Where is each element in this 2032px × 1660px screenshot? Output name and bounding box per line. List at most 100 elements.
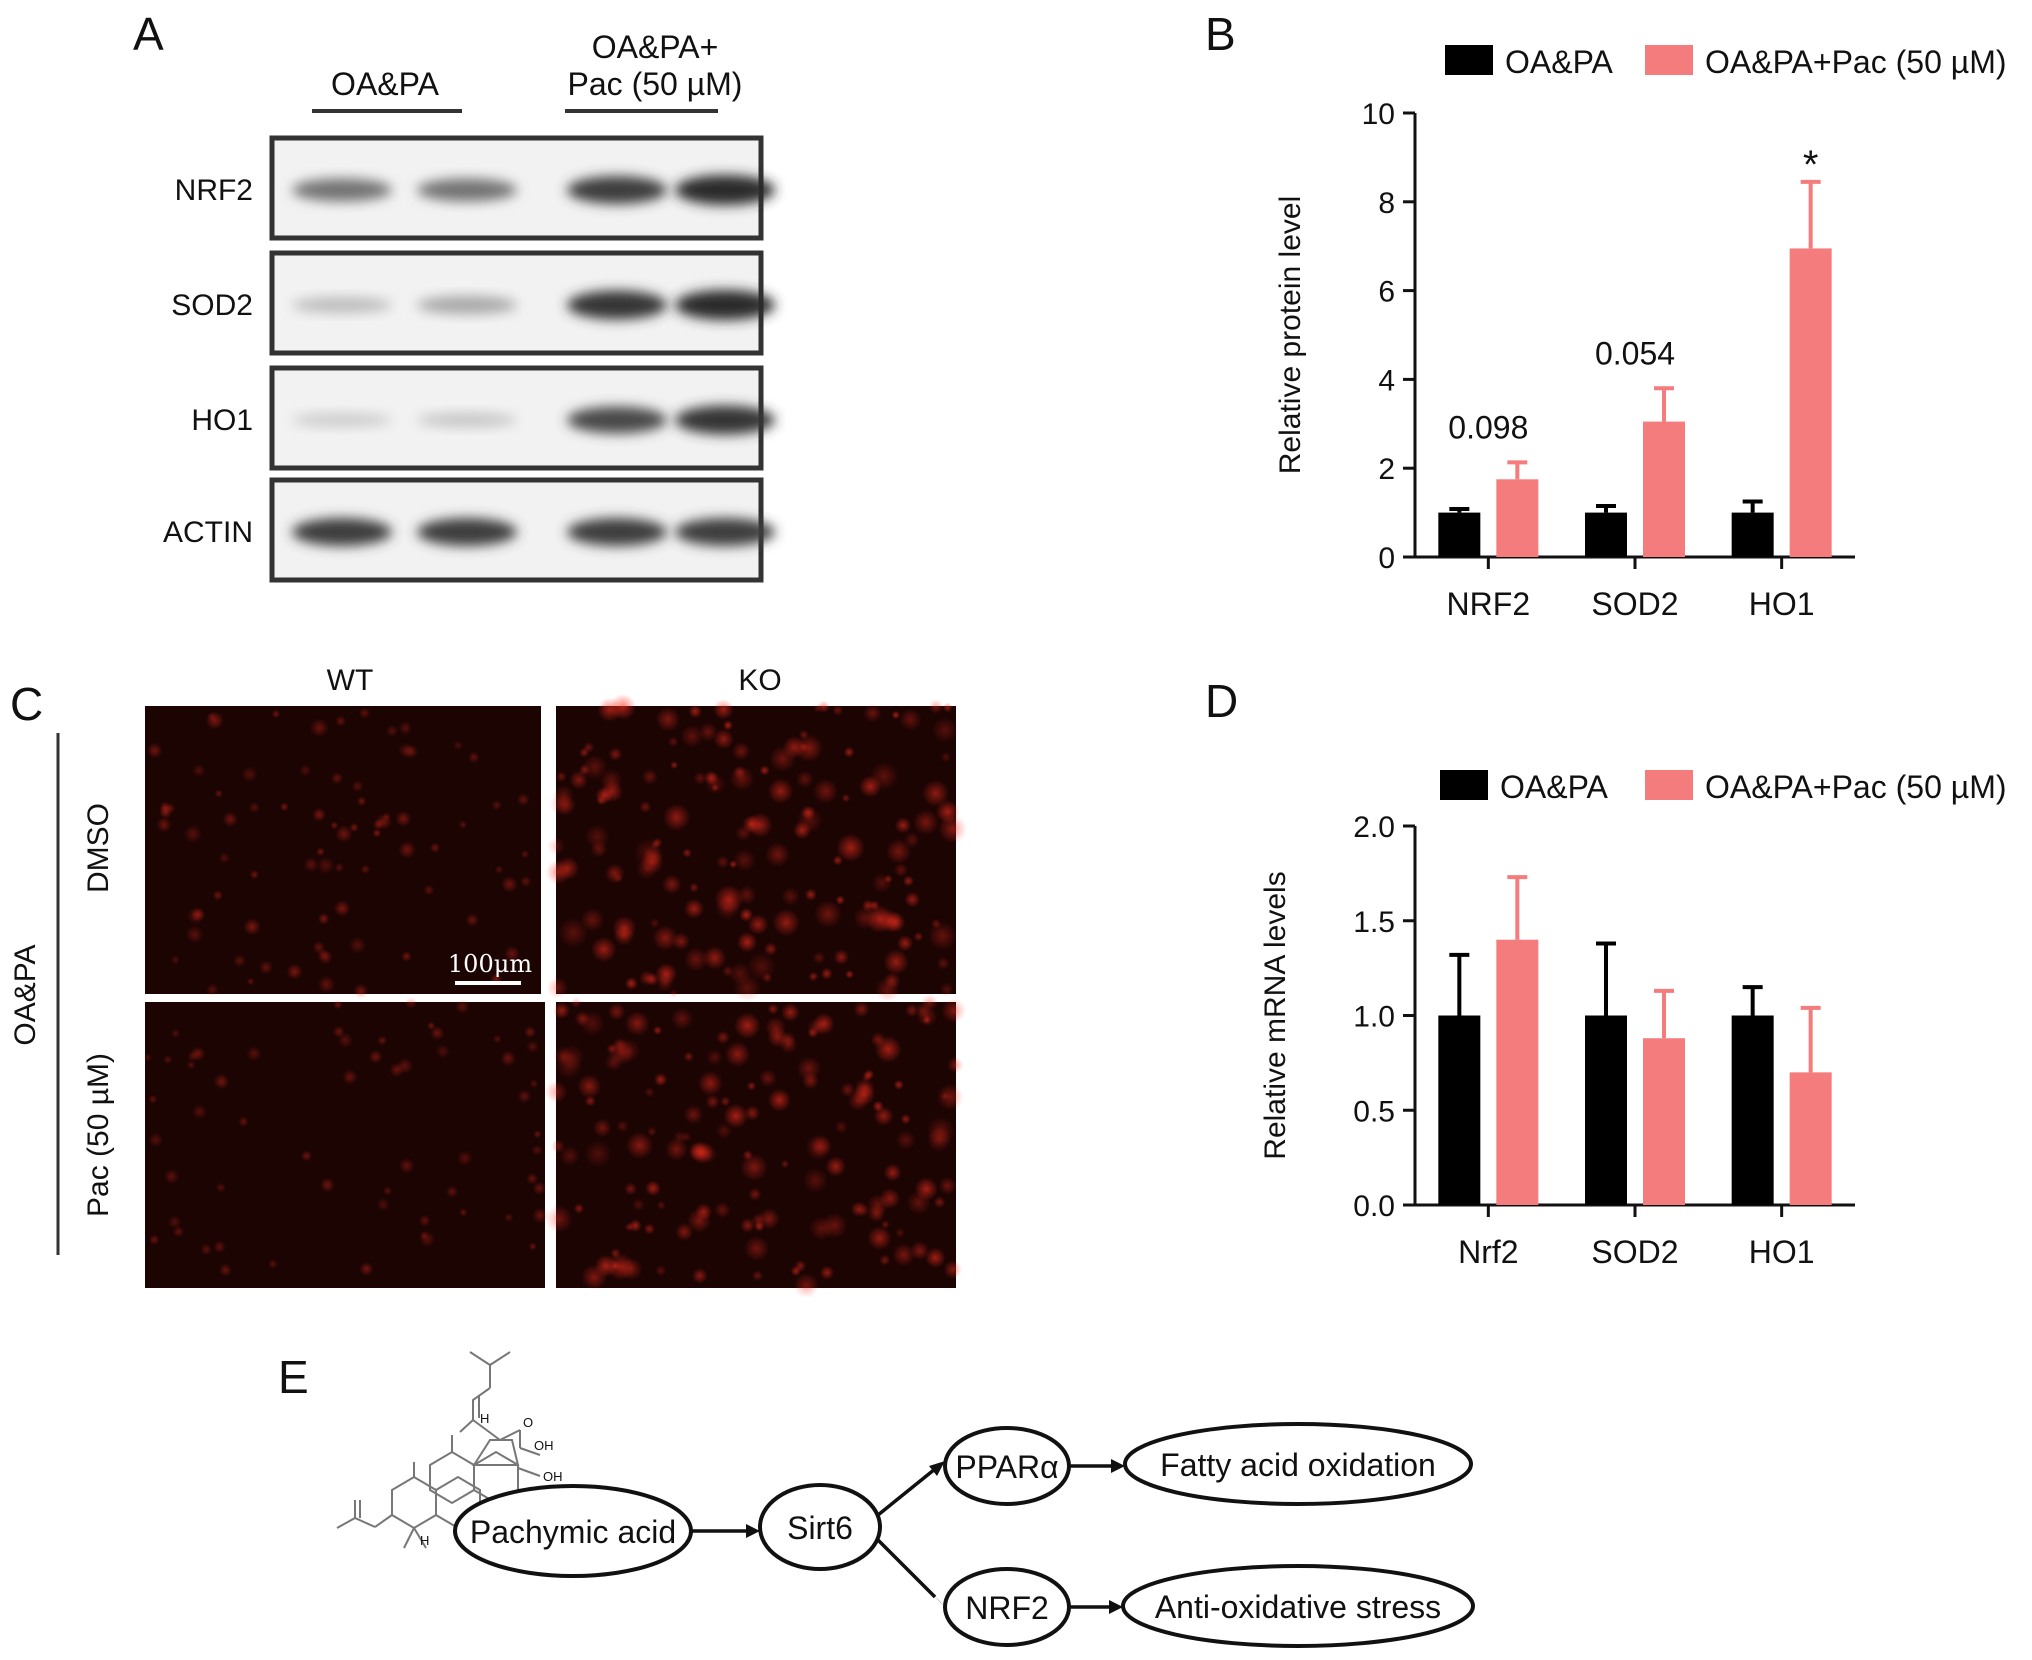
fluorescence-spot (852, 1083, 876, 1106)
fluorescence-spot (932, 716, 958, 743)
fluorescence-spot (873, 1106, 894, 1126)
fluorescence-spot (401, 951, 412, 962)
blot-label-actin: ACTIN (163, 516, 253, 549)
fluorescence-spot (465, 913, 479, 927)
band-sod2-lane-1 (292, 297, 392, 313)
fluorescence-spot (670, 1007, 694, 1030)
fluorescence-spot (612, 915, 637, 940)
band-ho1-lane-3 (567, 406, 667, 434)
annotation-nrf2: 0.098 (1448, 409, 1528, 445)
fluorescence-spot (377, 1035, 388, 1046)
fluorescence-spot (928, 921, 957, 951)
fluorescence-spot (737, 885, 757, 905)
fluorescence-spot (376, 1198, 390, 1211)
fluorescence-spot (246, 1046, 262, 1062)
fluorescence-spot (817, 700, 830, 714)
fluorescence-spot (765, 842, 790, 867)
fluorescence-spot (317, 912, 330, 925)
fluorescence-spot (459, 1208, 468, 1217)
fluorescence-spot (893, 1079, 904, 1090)
y-tick-label: 0.5 (1353, 1095, 1395, 1128)
fluorescence-spot (608, 1039, 634, 1066)
fluorescence-spot (332, 1025, 345, 1038)
fluorescence-spot (200, 1243, 213, 1256)
fluorescence-spot (743, 1235, 770, 1262)
bar-nrf2-series-1 (1438, 1015, 1481, 1205)
fluorescence-spot (928, 699, 944, 714)
fluorescence-spot (649, 918, 660, 929)
arrowhead-sirt6-nrf2 (931, 1592, 945, 1607)
fluorescence-spot (533, 1130, 542, 1139)
band-ho1-lane-1 (292, 412, 392, 428)
fluorescence-spot (330, 772, 344, 785)
bar-ho1-series-1 (1731, 1015, 1774, 1205)
fluorescence-spot (796, 1056, 821, 1081)
panel-a-label: A (133, 8, 164, 60)
fluorescence-spot (736, 931, 758, 953)
fluorescence-spot (684, 898, 705, 919)
fluorescence-spot (804, 888, 817, 901)
fluorescence-spot (903, 832, 920, 848)
fluorescence-spot (517, 1089, 532, 1104)
fluorescence-spot (613, 873, 624, 884)
fluorescence-spot (905, 1003, 919, 1018)
blot-label-ho1: HO1 (191, 404, 253, 437)
fluorescence-spot (643, 1223, 656, 1235)
fluorescence-spot (943, 1260, 962, 1279)
row-label-pac: Pac (50 µM) (82, 1053, 115, 1217)
fluorescence-spot (713, 728, 734, 750)
fluorescence-spot (516, 793, 530, 806)
fluorescence-spot (947, 1056, 964, 1074)
fluorescence-spot (532, 1181, 546, 1195)
fluorescence-spot (813, 778, 839, 804)
panel-c: C WT KO OA&PA DMSO Pac (50 µM) 100μm (9, 664, 967, 1299)
fluorescence-spot (740, 1217, 756, 1233)
y-tick-label: 2 (1378, 453, 1395, 486)
fluorescence-spot (688, 704, 703, 719)
fluorescence-spot (820, 967, 833, 980)
band-actin-lane-2 (417, 518, 517, 546)
fluorescence-spot (867, 1226, 892, 1251)
fluorescence-spot (578, 764, 591, 776)
fluorescence-spot (744, 1105, 761, 1121)
x-tick-label: Nrf2 (1458, 1234, 1518, 1270)
panel-a: A OA&PA OA&PA+ Pac (50 µM) NRF2 SOD2 HO1 AC… (133, 8, 775, 583)
fluorescence-spot (722, 720, 734, 731)
fluorescence-spot (723, 1103, 749, 1129)
fluorescence-spot (429, 1025, 445, 1041)
fluorescence-spot (183, 824, 202, 844)
band-nrf2-lane-4 (675, 175, 775, 205)
fluorescence-spot (317, 975, 336, 994)
fluorescence-spot (899, 708, 922, 731)
fluorescence-spot (335, 715, 347, 727)
fluorescence-spot (706, 1049, 723, 1066)
fluorescence-spot (532, 1207, 548, 1224)
legend-label-2: OA&PA+Pac (50 µM) (1705, 769, 2007, 805)
fluorescence-spot (894, 817, 912, 834)
fluorescence-spot (558, 918, 588, 948)
fluorescence-spot (720, 1096, 731, 1107)
fluorescence-spot (500, 1050, 517, 1067)
band-sod2-lane-2 (417, 296, 517, 314)
fluorescence-spot (359, 1261, 374, 1277)
fluorescence-spot (526, 1172, 539, 1185)
y-tick-label: 0.0 (1353, 1190, 1395, 1223)
fluorescence-spot (504, 1212, 514, 1223)
fluorescence-spot (491, 799, 503, 811)
group-label-oapa: OA&PA (331, 66, 440, 102)
fluorescence-spot (746, 952, 776, 982)
fluorescence-spot (616, 1119, 629, 1133)
fluorescence-spot (836, 833, 865, 862)
fluorescence-spot (904, 891, 921, 908)
panel-e-label: E (278, 1351, 309, 1403)
fluorescence-spot (896, 935, 914, 952)
bar-sod2-series-2 (1643, 1038, 1685, 1205)
fluorescence-spot (916, 1005, 938, 1027)
fluorescence-spot (832, 855, 843, 866)
fluorescence-spot (624, 976, 638, 991)
fluorescence-spot (714, 1201, 731, 1219)
fluorescence-spot (885, 838, 912, 865)
y-tick-label: 8 (1378, 187, 1395, 220)
fluorescence-spot (353, 983, 369, 999)
fluorescence-spot (715, 895, 740, 921)
